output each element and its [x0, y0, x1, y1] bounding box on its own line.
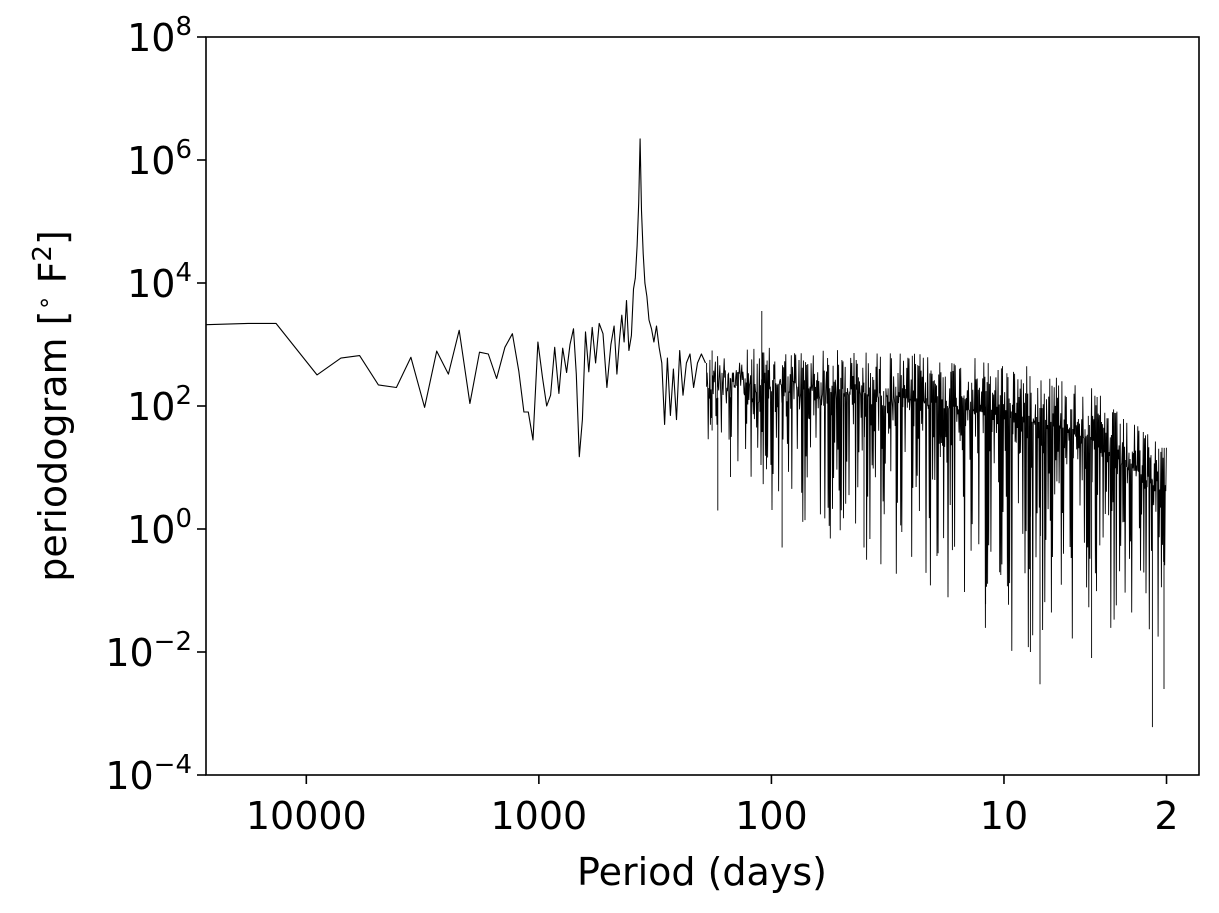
- y-tick-base: 10: [127, 385, 175, 429]
- y-tick-exponent: 2: [175, 381, 192, 411]
- y-tick-base: 10: [127, 262, 175, 306]
- y-label-main: periodogram [: [31, 311, 75, 582]
- y-tick-label: 104: [127, 258, 192, 306]
- x-tick-label: 10: [980, 794, 1028, 838]
- y-label-unit: F: [31, 262, 75, 296]
- y-label-close: ]: [31, 230, 75, 245]
- y-tick-label: 108: [127, 12, 192, 60]
- y-tick-exponent: 8: [175, 12, 192, 42]
- y-tick-exponent: 4: [175, 258, 192, 288]
- y-label-degree-sign: ∘: [30, 296, 58, 311]
- plot-background: [206, 37, 1199, 775]
- y-tick-exponent: −2: [154, 627, 192, 657]
- y-tick-label: 106: [127, 135, 192, 183]
- y-tick-exponent: 0: [175, 504, 192, 534]
- x-tick-label: 100: [735, 794, 808, 838]
- x-tick-label: 2: [1154, 794, 1178, 838]
- y-tick-base: 10: [127, 139, 175, 183]
- x-axis-label: Period (days): [577, 850, 827, 894]
- y-tick-label: 10−2: [105, 627, 192, 675]
- y-tick-base: 10: [105, 754, 153, 798]
- y-tick-exponent: 6: [175, 135, 192, 165]
- x-tick-label: 10000: [246, 794, 367, 838]
- y-tick-label: 100: [127, 504, 192, 552]
- y-tick-base: 10: [127, 16, 175, 60]
- y-tick-base: 10: [127, 508, 175, 552]
- x-axis-ticks: 10000 1000 100 10 2: [246, 775, 1179, 838]
- y-axis-label: periodogram [∘ F2]: [28, 230, 75, 582]
- periodogram-line-high-frequency: [706, 311, 1167, 728]
- periodogram-line-low-frequency: [206, 138, 707, 458]
- y-tick-exponent: −4: [154, 750, 192, 780]
- x-tick-label: 1000: [491, 794, 588, 838]
- series-layer: [206, 138, 1167, 728]
- y-tick-base: 10: [105, 631, 153, 675]
- y-tick-label: 10−4: [105, 750, 192, 798]
- y-tick-label: 102: [127, 381, 192, 429]
- y-label-exponent: 2: [28, 245, 58, 262]
